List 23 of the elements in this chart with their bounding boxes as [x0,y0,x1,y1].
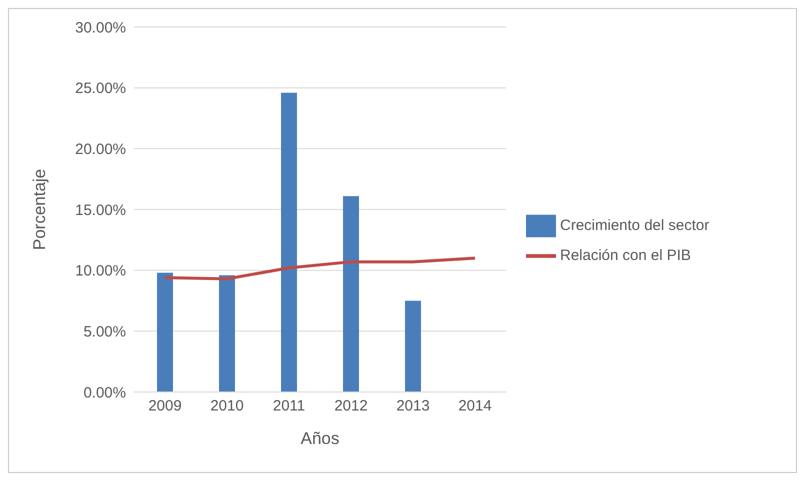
x-axis-title: Años [300,429,340,448]
bar [343,196,359,392]
y-tick-label: 5.00% [83,323,126,340]
x-tick-label: 2014 [458,398,492,415]
x-tick-label: 2011 [272,398,306,415]
bar [281,92,297,392]
bar [157,272,173,392]
y-tick-label: 30.00% [75,19,126,36]
y-tick-label: 0.00% [83,384,126,402]
legend-label: Relación con el PIB [560,246,691,264]
y-tick-label: 10.00% [75,262,126,280]
y-tick-label: 25.00% [75,80,126,98]
y-tick-label: 15.00% [75,202,126,219]
x-tick-label: 2013 [396,398,430,415]
x-tick-label: 2009 [148,398,182,415]
y-axis-title: Porcentaje [30,168,50,250]
y-tick-label: 20.00% [75,140,126,158]
bar [405,300,421,392]
bar [219,275,235,392]
x-tick-label: 2010 [210,398,244,415]
legend-label: Crecimiento del sector [560,216,710,234]
line-series [164,256,476,280]
x-tick-label: 2012 [334,398,368,415]
